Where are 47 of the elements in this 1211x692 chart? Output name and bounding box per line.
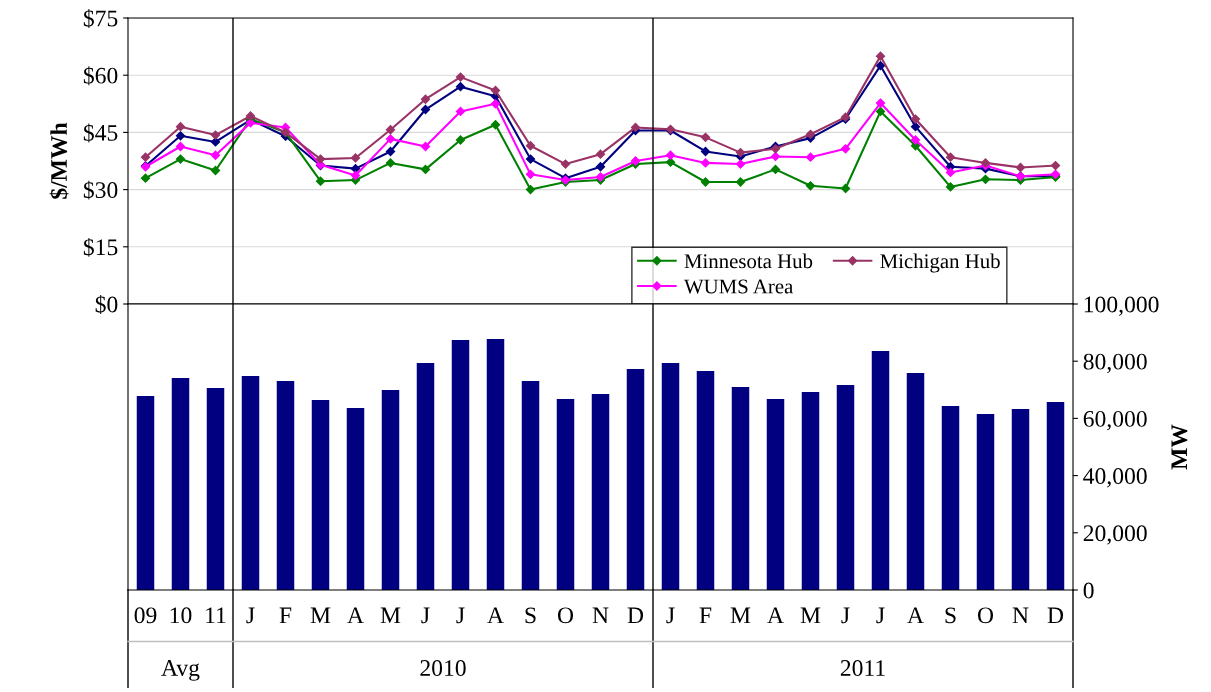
x-tick-label: S: [525, 607, 536, 624]
x-tick-label: D: [1047, 607, 1064, 624]
y-tick-label: 20,000: [1083, 525, 1147, 545]
x-tick-label: J: [421, 607, 430, 624]
y-tick-label: 0: [1083, 582, 1094, 599]
text: Avg: [161, 660, 200, 681]
x-tick-label: 10: [170, 607, 192, 624]
legend-label: Minnesota Hub: [684, 253, 813, 269]
x-tick-label: F: [699, 607, 712, 624]
x-tick-label: N: [592, 607, 609, 624]
x-tick-label: J: [876, 607, 885, 624]
x-tick-label: J: [456, 607, 465, 624]
x-tick-label: A: [487, 607, 504, 624]
x-tick-label: 11: [206, 607, 226, 624]
legend-label: WUMS Area: [683, 279, 794, 294]
x-tick-label: D: [627, 607, 644, 624]
x-tick-label: S: [945, 607, 956, 624]
text: 2011: [840, 660, 885, 676]
text: 2010: [420, 660, 466, 676]
x-tick-label: M: [380, 607, 401, 624]
y-tick-label: 60,000: [1083, 410, 1147, 431]
y-tick-label: $60: [83, 66, 118, 86]
y-tick-label: $45: [83, 123, 118, 143]
x-tick-label: M: [310, 607, 331, 624]
y-tick-label: $0: [95, 295, 118, 314]
x-tick-label: M: [730, 607, 751, 624]
x-tick-label: M: [800, 607, 821, 624]
y-tick-label: 40,000: [1083, 468, 1147, 488]
x-tick-label: J: [246, 607, 255, 624]
x-tick-label: N: [1012, 607, 1029, 624]
y-tick-label: $30: [83, 180, 118, 200]
x-tick-label: J: [666, 607, 675, 624]
y-tick-label: $15: [83, 237, 118, 257]
x-tick-label: O: [977, 607, 994, 624]
y-tick-label: 80,000: [1083, 353, 1147, 374]
legend-label: Michigan Hub: [880, 253, 1000, 273]
y-tick-label: $75: [83, 9, 118, 28]
y-axis-title: MW: [1171, 424, 1188, 470]
y-axis-title: $/MWh: [49, 122, 69, 199]
x-tick-label: O: [557, 607, 574, 624]
x-tick-label: J: [841, 607, 850, 624]
y-tick-label: 100,000: [1084, 296, 1159, 316]
x-tick-label: A: [907, 607, 924, 624]
x-tick-label: A: [767, 607, 784, 624]
x-tick-label: F: [279, 607, 292, 624]
x-tick-label: A: [347, 607, 364, 624]
x-tick-label: 09: [134, 607, 157, 624]
